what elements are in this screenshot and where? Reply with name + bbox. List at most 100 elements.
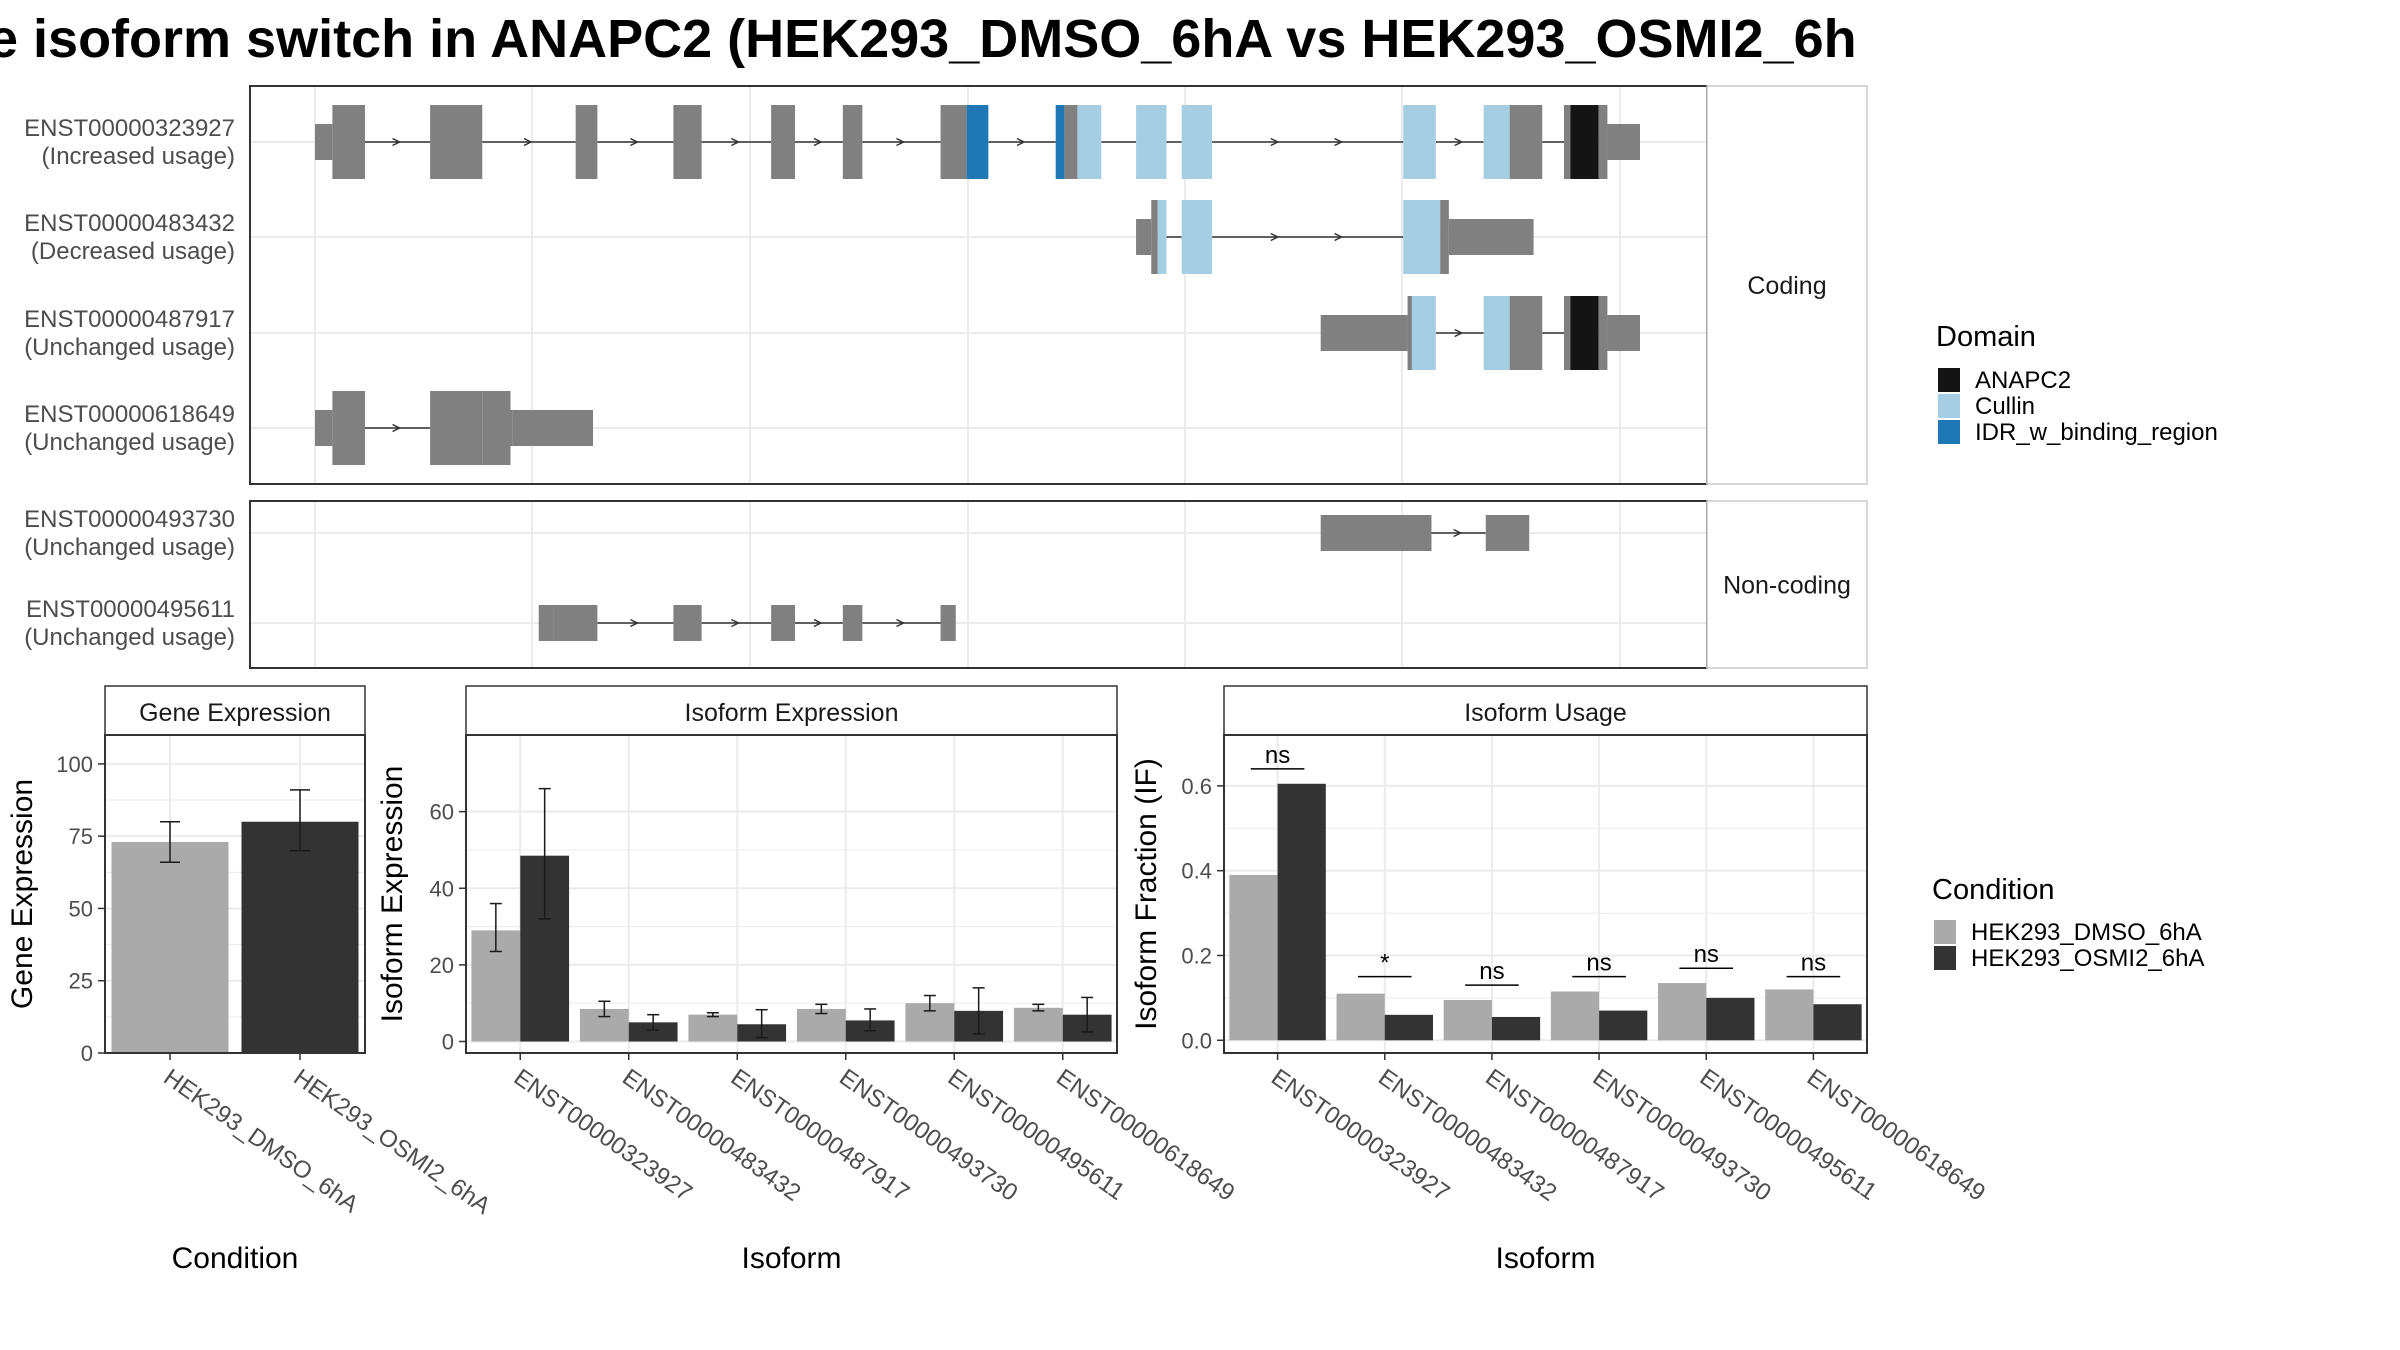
exon-block	[430, 391, 483, 465]
y-tick-label: 75	[69, 824, 93, 849]
exon-block	[1064, 105, 1078, 179]
x-tick-label: ENST00000495611	[943, 1064, 1130, 1206]
x-tick-label: ENST00000495611	[1695, 1064, 1882, 1206]
intron-arrow	[392, 137, 402, 147]
facet-strip	[104, 685, 366, 736]
exon-block	[1607, 124, 1640, 160]
panel-border	[465, 734, 1118, 1054]
legend-label-HEK293_DMSO_6hA: HEK293_DMSO_6hA	[1971, 919, 2202, 946]
transcript-id-label: ENST00000493730	[24, 506, 235, 533]
bar-ENST00000487917-HEK293_DMSO_6hA	[688, 1014, 738, 1042]
figure-title: e isoform switch in ANAPC2 (HEK293_DMSO_…	[0, 9, 1857, 69]
domain-block	[1570, 105, 1599, 179]
intron-arrow	[630, 137, 640, 147]
x-tick-label: ENST00000493730	[1588, 1064, 1776, 1207]
y-tick-label: 0	[442, 1030, 454, 1055]
legend-swatch-HEK293_DMSO_6hA	[1934, 920, 1956, 944]
transcript-ENST00000618649: ENST00000618649(Unchanged usage)	[24, 391, 594, 465]
exon-block	[332, 105, 365, 179]
y-tick-label: 0.6	[1181, 774, 1212, 799]
exon-block	[842, 105, 863, 179]
exon-block	[940, 605, 956, 641]
bar-ENST00000493730-HEK293_OSMI2_6hA	[1599, 1010, 1648, 1041]
bar-ENST00000618649-HEK293_DMSO_6hA	[1765, 989, 1814, 1041]
transcript-usage-label: (Unchanged usage)	[24, 534, 235, 561]
intron-arrow	[1334, 232, 1344, 242]
bar-ENST00000323927-HEK293_OSMI2_6hA	[1277, 783, 1326, 1041]
y-tick-label: 0.0	[1181, 1028, 1212, 1053]
domain-legend-title: Domain	[1936, 321, 2036, 353]
domain-block	[1136, 105, 1167, 179]
x-tick-label: ENST00000483432	[617, 1064, 805, 1207]
transcript-id-label: ENST00000495611	[26, 596, 235, 623]
structure-panel-0: Coding ENST00000323927(Increased usage) EN…	[24, 85, 1868, 485]
y-axis-title: Isoform Fraction (IF)	[1130, 758, 1163, 1030]
panel-isoform-expression: Isoform Expression 0 20 40 60 ENST00000323927…	[376, 685, 1240, 1275]
exon-block	[1598, 105, 1608, 179]
legend-swatch-Cullin	[1938, 394, 1960, 418]
significance-label: ns	[1801, 950, 1826, 977]
exon-block	[1563, 105, 1571, 179]
y-tick-label: 60	[430, 800, 454, 825]
intron-arrow	[1270, 137, 1280, 147]
intron-arrow	[896, 618, 906, 628]
intron-arrow	[813, 618, 823, 628]
panel-isoform-usage: Isoform Usage ns * ns ns ns ns 0.0 0.2 0.4 0.6 ENST…	[1130, 685, 1990, 1275]
y-axis-title: Isoform Expression	[376, 766, 409, 1023]
facet-strip-label: Non-coding	[1723, 572, 1851, 600]
exon-block	[1485, 515, 1530, 551]
intron-arrow	[813, 137, 823, 147]
x-axis-title: Condition	[172, 1242, 299, 1275]
bar-ENST00000483432-HEK293_DMSO_6hA	[1336, 993, 1385, 1041]
legend-swatch-ANAPC2	[1938, 368, 1960, 392]
transcript-id-label: ENST00000323927	[24, 115, 235, 142]
facet-strip-label: Coding	[1747, 272, 1826, 300]
panel-gene-expression: Gene Expression0255075100HEK293_DMSO_6hA…	[6, 685, 495, 1275]
domain-block	[1483, 296, 1510, 370]
domain-block	[1055, 105, 1065, 179]
intron-arrow	[896, 137, 906, 147]
exon-block	[673, 105, 702, 179]
transcript-id-label: ENST00000487917	[24, 306, 235, 333]
y-tick-label: 100	[56, 752, 93, 777]
exon-block	[482, 391, 511, 465]
transcript-ENST00000493730: ENST00000493730(Unchanged usage)	[24, 506, 1530, 561]
domain-block	[1181, 200, 1213, 274]
panel-title: Isoform Expression	[685, 699, 899, 727]
exon-block	[510, 410, 513, 446]
domain-block	[1403, 105, 1436, 179]
exon-block	[940, 105, 967, 179]
intron-arrow	[731, 618, 741, 628]
intron-arrow	[1454, 328, 1464, 338]
facet-strip	[1223, 685, 1868, 736]
domain-block	[1411, 296, 1436, 370]
facet-strip	[1706, 500, 1868, 669]
exon-block	[1320, 515, 1432, 551]
transcript-ENST00000483432: ENST00000483432(Decreased usage)	[24, 200, 1534, 274]
transcript-ENST00000487917: ENST00000487917(Unchanged usage)	[24, 296, 1640, 370]
intron-arrow	[1453, 528, 1463, 538]
y-tick-label: 0.2	[1181, 943, 1212, 968]
significance-label: *	[1380, 950, 1389, 977]
legend-label-IDR_w_binding_region: IDR_w_binding_region	[1975, 419, 2218, 446]
legend-label-ANAPC2: ANAPC2	[1975, 367, 2071, 394]
exon-block	[1509, 105, 1543, 179]
significance-label: ns	[1694, 941, 1719, 968]
transcript-usage-label: (Increased usage)	[42, 143, 235, 170]
panel-background	[250, 501, 1707, 668]
legend-swatch-IDR_w_binding_region	[1938, 420, 1960, 444]
intron-arrow	[1016, 137, 1026, 147]
domain-block	[1157, 200, 1167, 274]
domain-block	[966, 105, 989, 179]
bar-ENST00000493730-HEK293_DMSO_6hA	[1550, 991, 1600, 1041]
x-tick-label: ENST00000493730	[834, 1064, 1022, 1207]
intron-arrow	[1454, 137, 1464, 147]
transcript-usage-label: (Unchanged usage)	[24, 624, 235, 651]
legend-label-HEK293_OSMI2_6hA: HEK293_OSMI2_6hA	[1971, 945, 2204, 972]
domain-block	[1403, 200, 1441, 274]
intron-arrow	[630, 618, 640, 628]
legend-label-Cullin: Cullin	[1975, 393, 2035, 420]
exon-block	[1448, 219, 1534, 255]
bar-ENST00000493730-HEK293_DMSO_6hA	[796, 1008, 846, 1042]
